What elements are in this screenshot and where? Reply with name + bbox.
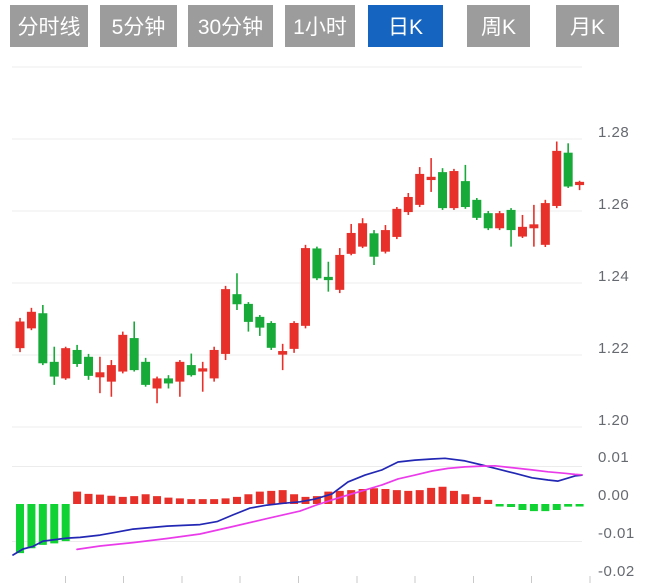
candle [163, 375, 173, 389]
candle [198, 361, 208, 392]
candle [529, 204, 539, 247]
macd-axis-label: 0.01 [598, 449, 630, 466]
tab-30min[interactable]: 30分钟 [188, 5, 273, 47]
candle [449, 168, 459, 210]
candle [175, 360, 185, 397]
candle [415, 167, 425, 208]
candle [278, 343, 288, 371]
candle [232, 273, 242, 310]
candle [129, 321, 139, 372]
macd-axis-label: -0.02 [598, 563, 635, 580]
candle [186, 353, 196, 377]
candle [552, 141, 562, 209]
candle [369, 230, 379, 265]
candle [209, 346, 219, 382]
candle [118, 331, 128, 374]
candle [517, 214, 527, 238]
dif-line [12, 457, 583, 556]
candle [84, 353, 94, 380]
candle [403, 193, 413, 215]
candle [323, 261, 333, 292]
candle [495, 211, 505, 231]
candle [72, 344, 82, 367]
dea-line [76, 464, 583, 551]
candle [380, 225, 390, 254]
candles [15, 141, 585, 404]
candle [483, 211, 493, 231]
candle [575, 180, 585, 191]
candle [266, 321, 276, 350]
candle [289, 321, 299, 353]
candle [506, 208, 516, 247]
tab-weekly-k[interactable]: 周K [467, 5, 530, 47]
candle [460, 164, 470, 209]
tab-1hour[interactable]: 1小时 [285, 5, 355, 47]
candle [152, 376, 162, 404]
candle [243, 302, 253, 332]
candle [563, 143, 573, 188]
candle [426, 158, 436, 192]
candle [95, 356, 105, 394]
tab-monthly-k[interactable]: 月K [556, 5, 619, 47]
candle [26, 307, 36, 331]
tab-time-line[interactable]: 分时线 [10, 5, 88, 47]
tab-daily-k[interactable]: 日K [368, 5, 443, 47]
candle [61, 346, 71, 380]
candle [346, 223, 356, 256]
date-axis-ticks [64, 576, 591, 583]
macd-axis-label: 0.00 [598, 487, 630, 504]
price-axis-label: 1.22 [598, 340, 630, 357]
candle [540, 199, 550, 247]
price-axis-label: 1.26 [598, 196, 630, 213]
macd-histogram [16, 486, 584, 554]
candle [301, 244, 310, 329]
price-axis-label: 1.20 [598, 412, 630, 429]
candle [38, 304, 48, 366]
candle [49, 346, 59, 385]
candle [141, 357, 151, 387]
candle [106, 360, 116, 397]
candle [221, 285, 231, 361]
candle [358, 218, 368, 249]
candle [15, 317, 25, 353]
macd-axis-label: -0.01 [598, 525, 635, 542]
candle [312, 246, 322, 281]
tab-5min[interactable]: 5分钟 [100, 5, 177, 47]
price-axis-label: 1.24 [598, 268, 630, 285]
candle [255, 315, 265, 336]
candle [335, 248, 345, 294]
candle [392, 207, 402, 240]
gridlines [12, 66, 582, 542]
price-axis-label: 1.28 [598, 124, 630, 141]
candle [438, 168, 448, 210]
candle [472, 198, 482, 220]
